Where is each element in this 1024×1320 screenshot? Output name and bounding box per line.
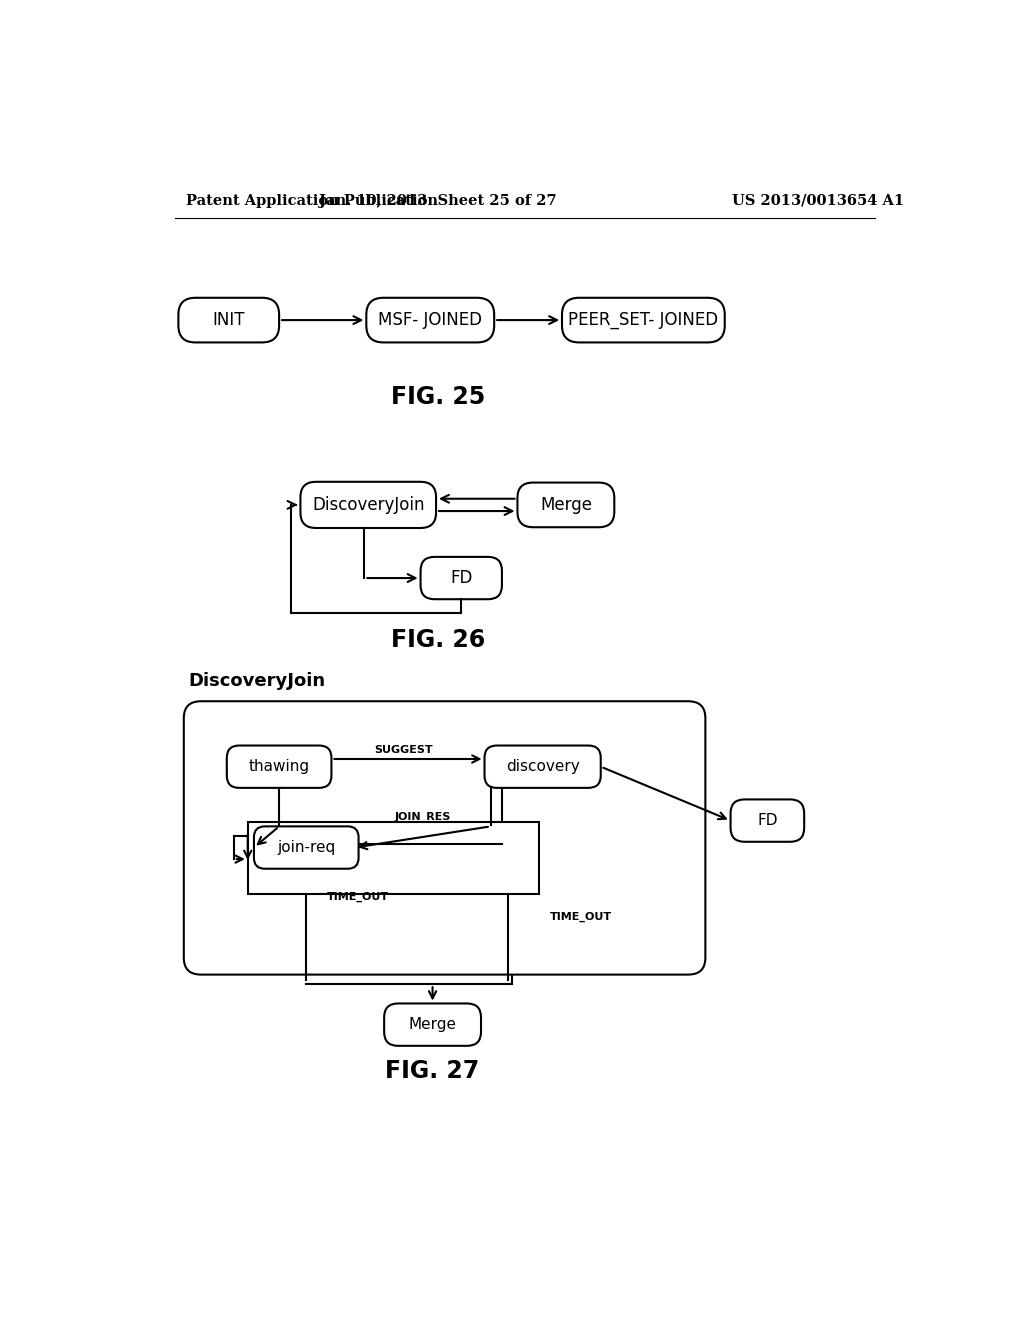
Text: TIME_OUT: TIME_OUT <box>328 891 389 902</box>
Bar <box>248 822 539 894</box>
Text: DiscoveryJoin: DiscoveryJoin <box>312 496 425 513</box>
FancyBboxPatch shape <box>730 800 804 842</box>
Text: Patent Application Publication: Patent Application Publication <box>186 194 438 207</box>
FancyBboxPatch shape <box>183 701 706 974</box>
Text: thawing: thawing <box>249 759 309 775</box>
FancyBboxPatch shape <box>517 483 614 527</box>
FancyBboxPatch shape <box>421 557 502 599</box>
FancyBboxPatch shape <box>367 298 495 342</box>
Text: INIT: INIT <box>213 312 245 329</box>
Text: FD: FD <box>451 569 472 587</box>
Text: Merge: Merge <box>540 496 592 513</box>
FancyBboxPatch shape <box>562 298 725 342</box>
Text: MSF- JOINED: MSF- JOINED <box>378 312 482 329</box>
Text: Merge: Merge <box>409 1018 457 1032</box>
Text: discovery: discovery <box>506 759 580 775</box>
Text: FIG. 26: FIG. 26 <box>391 627 485 652</box>
Text: FIG. 27: FIG. 27 <box>385 1059 479 1082</box>
Text: TIME_OUT: TIME_OUT <box>550 912 612 921</box>
Text: Jan. 10, 2013  Sheet 25 of 27: Jan. 10, 2013 Sheet 25 of 27 <box>319 194 557 207</box>
Text: US 2013/0013654 A1: US 2013/0013654 A1 <box>732 194 904 207</box>
FancyBboxPatch shape <box>254 826 358 869</box>
FancyBboxPatch shape <box>384 1003 481 1045</box>
FancyBboxPatch shape <box>226 746 332 788</box>
Text: FIG. 25: FIG. 25 <box>391 385 485 409</box>
Text: PEER_SET- JOINED: PEER_SET- JOINED <box>568 312 719 329</box>
FancyBboxPatch shape <box>300 482 436 528</box>
Text: SUGGEST: SUGGEST <box>374 744 432 755</box>
Text: FD: FD <box>757 813 777 828</box>
Text: DiscoveryJoin: DiscoveryJoin <box>188 672 326 689</box>
FancyBboxPatch shape <box>178 298 280 342</box>
Text: join-req: join-req <box>278 840 336 855</box>
Text: JOIN_RES: JOIN_RES <box>394 812 451 822</box>
FancyBboxPatch shape <box>484 746 601 788</box>
